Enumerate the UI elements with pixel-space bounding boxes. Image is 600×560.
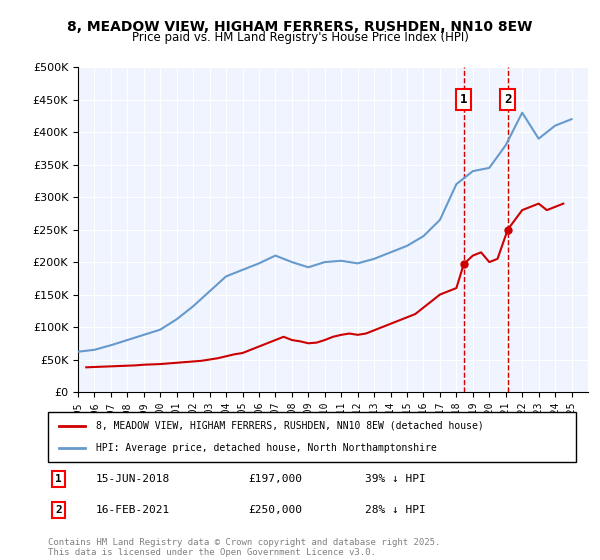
Text: 2: 2 (55, 505, 62, 515)
Text: 28% ↓ HPI: 28% ↓ HPI (365, 505, 425, 515)
Text: 8, MEADOW VIEW, HIGHAM FERRERS, RUSHDEN, NN10 8EW: 8, MEADOW VIEW, HIGHAM FERRERS, RUSHDEN,… (67, 20, 533, 34)
Text: £197,000: £197,000 (248, 474, 302, 484)
Text: Contains HM Land Registry data © Crown copyright and database right 2025.
This d: Contains HM Land Registry data © Crown c… (48, 538, 440, 557)
Text: 2: 2 (504, 93, 511, 106)
Text: Price paid vs. HM Land Registry's House Price Index (HPI): Price paid vs. HM Land Registry's House … (131, 31, 469, 44)
Text: 16-FEB-2021: 16-FEB-2021 (95, 505, 170, 515)
Text: 39% ↓ HPI: 39% ↓ HPI (365, 474, 425, 484)
FancyBboxPatch shape (48, 412, 576, 462)
Text: 8, MEADOW VIEW, HIGHAM FERRERS, RUSHDEN, NN10 8EW (detached house): 8, MEADOW VIEW, HIGHAM FERRERS, RUSHDEN,… (95, 421, 483, 431)
Text: 1: 1 (460, 93, 467, 106)
Text: 15-JUN-2018: 15-JUN-2018 (95, 474, 170, 484)
Text: 1: 1 (55, 474, 62, 484)
Text: £250,000: £250,000 (248, 505, 302, 515)
Text: HPI: Average price, detached house, North Northamptonshire: HPI: Average price, detached house, Nort… (95, 443, 436, 453)
